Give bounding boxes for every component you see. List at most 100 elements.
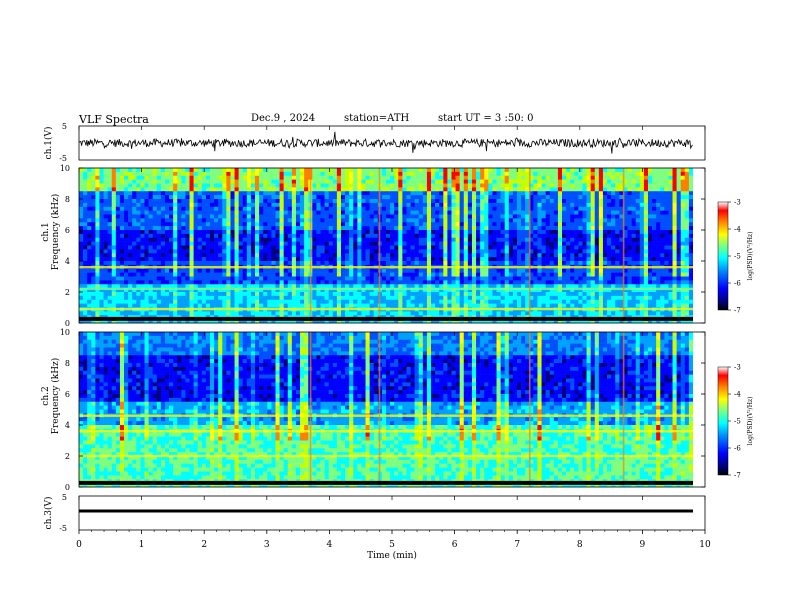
spectrogram-cell <box>275 272 280 277</box>
spectrogram-cell <box>488 210 493 215</box>
spectrogram-cell <box>295 202 301 208</box>
spectrogram-cell <box>83 183 88 188</box>
spectrogram-cell <box>214 195 219 200</box>
spectrogram-cell <box>570 214 575 219</box>
spectrogram-cell <box>340 230 346 235</box>
spectrogram-cell <box>496 253 501 258</box>
spectrogram-cell <box>615 214 620 219</box>
spectrogram-cell <box>414 253 420 258</box>
spectrogram-cell <box>562 187 567 192</box>
spectrogram-cell <box>238 171 244 177</box>
spectrogram-cell <box>164 168 170 173</box>
spectrogram-cell <box>336 249 342 254</box>
spectrogram-cell <box>205 210 211 215</box>
spectrogram-cell <box>369 276 375 281</box>
spectrogram-cell <box>242 276 248 281</box>
spectrogram-cell <box>512 202 518 208</box>
spectrogram-cell <box>214 288 219 293</box>
spectrogram-cell <box>623 199 628 204</box>
spectrogram-cell <box>394 171 399 177</box>
spectrogram-cell <box>398 222 403 227</box>
spectrogram-cell <box>340 191 346 196</box>
spectrogram-cell <box>128 210 133 215</box>
spectrogram-cell <box>680 261 686 266</box>
spectrogram-cell <box>562 171 567 177</box>
spectrogram-cell <box>574 245 579 250</box>
spectrogram-cell <box>647 183 653 188</box>
spectrogram-cell <box>680 272 686 277</box>
figure-title: VLF Spectra <box>79 113 149 126</box>
spectrogram-cell <box>435 261 440 266</box>
spectrogram-cell <box>467 233 473 239</box>
spectrogram-cell <box>300 245 305 250</box>
spectrogram-cell <box>390 226 395 231</box>
spectrogram-cell <box>660 191 665 196</box>
spectrogram-cell <box>283 226 289 231</box>
spectrogram-cell <box>107 195 113 200</box>
spectrogram-cell <box>414 292 420 297</box>
spectrogram-cell <box>230 276 235 281</box>
spectrogram-cell <box>463 199 469 204</box>
spectrogram-cell <box>586 241 591 246</box>
spectrogram-cell <box>566 272 571 277</box>
spectrogram-cell <box>492 218 497 223</box>
spectrogram-cell <box>504 168 510 173</box>
spectrogram-cell <box>91 272 96 277</box>
spectrogram-cell <box>283 210 289 215</box>
spectrogram-cell <box>647 249 653 254</box>
spectrogram-cell <box>500 214 505 219</box>
spectrogram-cell <box>263 206 268 211</box>
spectrogram-cell <box>275 288 280 293</box>
spectrogram-cell <box>291 214 297 219</box>
spectrogram-cell <box>574 257 579 262</box>
spectrogram-cell <box>271 268 276 273</box>
spectrogram-cell <box>414 218 420 223</box>
spectrogram-cell <box>181 253 186 258</box>
spectrogram-cell <box>422 183 428 188</box>
spectrogram-cell <box>336 187 342 192</box>
spectrogram-cell <box>201 175 207 180</box>
spectrogram-cell <box>455 230 460 235</box>
spectrogram-cell <box>246 168 252 173</box>
spectrogram-cell <box>676 199 682 204</box>
spectrogram-cell <box>537 171 542 177</box>
spectrogram-cell <box>295 241 301 246</box>
spectrogram-cell <box>402 261 407 266</box>
spectrogram-cell <box>684 249 690 254</box>
spectrogram-cell <box>496 280 501 285</box>
spectrogram-cell <box>590 214 596 219</box>
spectrogram-cell <box>447 280 452 285</box>
spectrogram-cell <box>402 257 407 262</box>
spectrogram-cell <box>275 218 280 223</box>
spectrogram-cell <box>410 171 415 177</box>
spectrogram-cell <box>402 268 407 273</box>
spectrogram-cell <box>488 292 493 297</box>
spectrogram-cell <box>160 288 166 293</box>
spectrogram-cell <box>619 253 624 258</box>
spectrogram-cell <box>652 288 657 293</box>
spectrogram-cell <box>660 168 665 173</box>
spectrogram-cell <box>304 233 309 239</box>
spectrogram-cell <box>234 191 239 196</box>
spectrogram-cell <box>324 230 329 235</box>
spectrogram-cell <box>598 191 604 196</box>
spectrogram-cell <box>373 237 379 242</box>
spectrogram-cell <box>324 241 329 246</box>
spectrogram-cell <box>496 202 501 208</box>
spectrogram-cell <box>488 206 493 211</box>
spectrogram-cell <box>205 218 211 223</box>
spectrogram-cell <box>627 253 632 258</box>
spectrogram-cell <box>181 195 186 200</box>
spectrogram-cell <box>349 202 354 208</box>
spectrogram-cell <box>83 168 88 173</box>
spectrogram-cell <box>390 199 395 204</box>
spectrogram-cell <box>222 202 227 208</box>
spectrogram-cell <box>267 222 272 227</box>
spectrogram-cell <box>234 245 239 250</box>
spectrogram-cell <box>672 257 677 262</box>
spectrogram-cell <box>136 171 141 177</box>
spectrogram-cell <box>242 245 248 250</box>
spectrogram-cell <box>152 187 158 192</box>
spectrogram-cell <box>271 284 276 289</box>
spectrogram-cell <box>201 295 207 301</box>
